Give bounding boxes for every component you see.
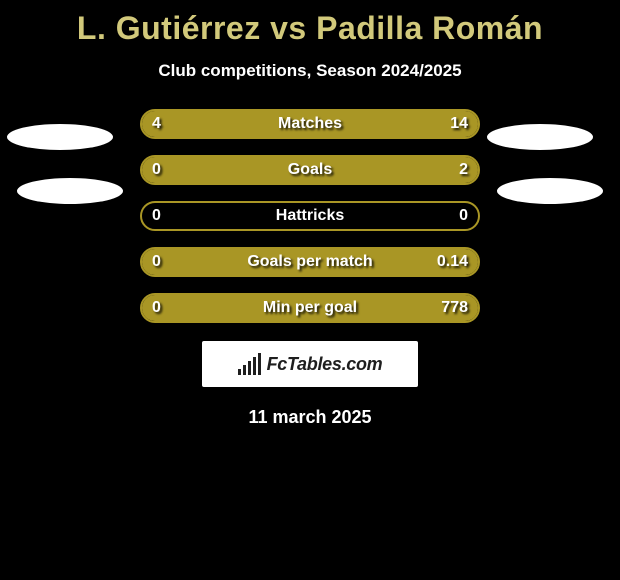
comparison-card: L. Gutiérrez vs Padilla Román Club compe… xyxy=(0,0,620,580)
stat-row: 0 2 Goals xyxy=(0,155,620,185)
brand-text: FcTables.com xyxy=(267,354,383,375)
stat-right-value: 14 xyxy=(450,109,468,139)
stat-label: Goals xyxy=(288,155,332,185)
stat-left-value: 0 xyxy=(152,293,161,323)
stat-bar-right-fill xyxy=(217,111,478,137)
stat-label: Min per goal xyxy=(263,293,357,323)
stat-left-value: 0 xyxy=(152,201,161,231)
stat-row: 0 0 Hattricks xyxy=(0,201,620,231)
stat-row: 4 14 Matches xyxy=(0,109,620,139)
stat-right-value: 778 xyxy=(441,293,468,323)
page-title: L. Gutiérrez vs Padilla Román xyxy=(0,0,620,47)
stat-label: Matches xyxy=(278,109,342,139)
stat-row: 0 0.14 Goals per match xyxy=(0,247,620,277)
bars-icon xyxy=(238,353,261,375)
stat-left-value: 0 xyxy=(152,247,161,277)
stat-label: Goals per match xyxy=(247,247,372,277)
stat-label: Hattricks xyxy=(276,201,344,231)
stat-right-value: 2 xyxy=(459,155,468,185)
stat-left-value: 0 xyxy=(152,155,161,185)
stat-right-value: 0 xyxy=(459,201,468,231)
stat-right-value: 0.14 xyxy=(437,247,468,277)
page-subtitle: Club competitions, Season 2024/2025 xyxy=(0,61,620,81)
stat-left-value: 4 xyxy=(152,109,161,139)
brand-logo: FcTables.com xyxy=(202,341,418,387)
stats-chart: 4 14 Matches 0 2 Goals 0 0 Hattricks 0 0.14 Goals p… xyxy=(0,109,620,323)
stat-row: 0 778 Min per goal xyxy=(0,293,620,323)
date-label: 11 march 2025 xyxy=(0,407,620,428)
